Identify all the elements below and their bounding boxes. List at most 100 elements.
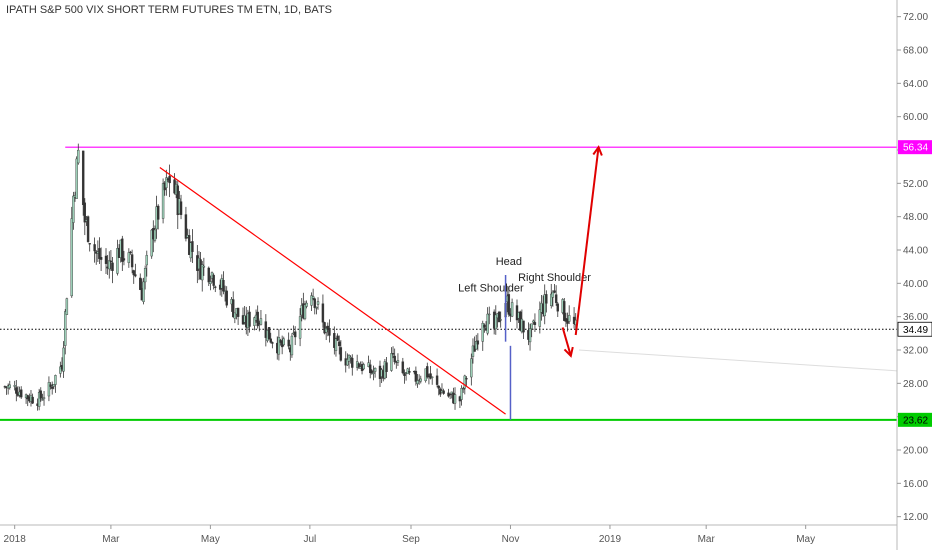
- candle-down: [465, 378, 468, 380]
- chart-title: IPATH S&P 500 VIX SHORT TERM FUTURES TM …: [6, 4, 332, 16]
- candle-up: [165, 177, 168, 188]
- candle-up: [116, 248, 119, 274]
- plot-area: Left Shoulder Head Right Shoulder: [0, 143, 898, 421]
- candle-down: [267, 327, 271, 340]
- candle-up: [72, 195, 75, 223]
- candles: [3, 143, 577, 411]
- y-tick-label: 28.00: [903, 379, 928, 390]
- price-badge: [898, 412, 932, 427]
- price-badge: [898, 140, 932, 155]
- candle-up: [463, 375, 467, 389]
- x-tick-label: Mar: [102, 534, 120, 545]
- candle-up: [510, 302, 514, 317]
- candle-down: [357, 363, 360, 368]
- candle-down: [104, 255, 108, 264]
- candle-up: [54, 375, 57, 385]
- candle-down: [214, 286, 217, 288]
- candle-up: [373, 367, 377, 372]
- candle-down: [264, 321, 268, 338]
- y-tick-label: 20.00: [903, 446, 928, 457]
- y-tick-label: 72.00: [903, 12, 928, 23]
- candle-down: [256, 311, 259, 327]
- candle-up: [551, 291, 555, 298]
- candle-down: [191, 241, 194, 252]
- candle-down: [435, 375, 439, 385]
- x-tick-label: 2019: [599, 534, 622, 545]
- candle-up: [416, 380, 419, 384]
- candle-down: [533, 322, 537, 325]
- time-axis[interactable]: 2018 Mar May Jul Sep Nov 2019 Mar May: [4, 525, 816, 545]
- candle-down: [370, 370, 374, 374]
- x-tick-label: Sep: [402, 534, 420, 545]
- candle-down: [49, 384, 52, 387]
- candle-up: [62, 347, 65, 372]
- candle-down: [168, 175, 171, 184]
- candle-down: [293, 331, 297, 338]
- candle-up: [64, 311, 67, 346]
- target-arrow-head: [592, 145, 603, 156]
- candle-up: [8, 384, 11, 388]
- candle-down: [339, 347, 343, 361]
- candle-up: [41, 399, 44, 401]
- candle-down: [326, 325, 330, 330]
- candle-down: [336, 335, 339, 341]
- candle-down: [248, 311, 251, 327]
- candle-up: [70, 218, 73, 297]
- candle-down: [313, 298, 316, 308]
- candle-up: [347, 355, 351, 362]
- y-tick-label: 52.00: [903, 179, 928, 190]
- y-tick-label: 40.00: [903, 279, 928, 290]
- candle-down: [179, 201, 183, 215]
- candle-up: [528, 328, 532, 343]
- candle-up: [430, 376, 434, 378]
- pattern-label: Head: [496, 256, 522, 268]
- y-tick-label: 64.00: [903, 79, 928, 90]
- candle-down: [522, 320, 525, 333]
- candle-up: [567, 315, 571, 322]
- candle-up: [311, 296, 315, 299]
- pullback-arrow-head: [563, 346, 574, 358]
- candle-down: [391, 353, 395, 355]
- candle-down: [323, 322, 326, 334]
- candle-up: [532, 320, 535, 323]
- candle-up: [543, 294, 546, 317]
- candle-up: [334, 338, 338, 351]
- candle-down: [212, 274, 215, 286]
- candle-up: [277, 337, 281, 355]
- candle-down: [448, 393, 452, 396]
- candle-down: [86, 216, 90, 242]
- price-badge: [897, 321, 932, 337]
- candle-up: [305, 302, 308, 307]
- candle-down: [271, 342, 274, 344]
- candle-down: [401, 361, 405, 374]
- candle-down: [225, 290, 228, 306]
- candle-down: [328, 328, 331, 336]
- candle-down: [437, 385, 440, 389]
- candle-down: [556, 303, 559, 312]
- candle-down: [132, 270, 135, 276]
- downtrend-line: [159, 167, 506, 415]
- candle-up: [453, 394, 457, 404]
- candle-down: [476, 340, 480, 345]
- candle-up: [499, 319, 502, 321]
- candle-up: [349, 356, 352, 359]
- candle-down: [20, 389, 23, 398]
- candle-up: [145, 255, 148, 266]
- candle-down: [134, 274, 137, 277]
- candle-down: [408, 371, 411, 373]
- candle-down: [156, 205, 160, 220]
- price-axis[interactable]: 72.0068.0064.0060.0056.0052.0048.0044.00…: [897, 12, 928, 523]
- candle-up: [362, 364, 365, 370]
- candle-down: [222, 280, 225, 292]
- candle-up: [538, 309, 542, 327]
- candle-down: [121, 238, 124, 262]
- candle-up: [310, 295, 313, 306]
- pullback-arrow: [561, 327, 572, 357]
- candle-up: [470, 358, 473, 378]
- candle-down: [545, 294, 548, 304]
- candle-up: [161, 183, 165, 219]
- candle-up: [37, 392, 41, 407]
- candle-up: [127, 252, 131, 263]
- x-tick-label: Jul: [303, 534, 316, 545]
